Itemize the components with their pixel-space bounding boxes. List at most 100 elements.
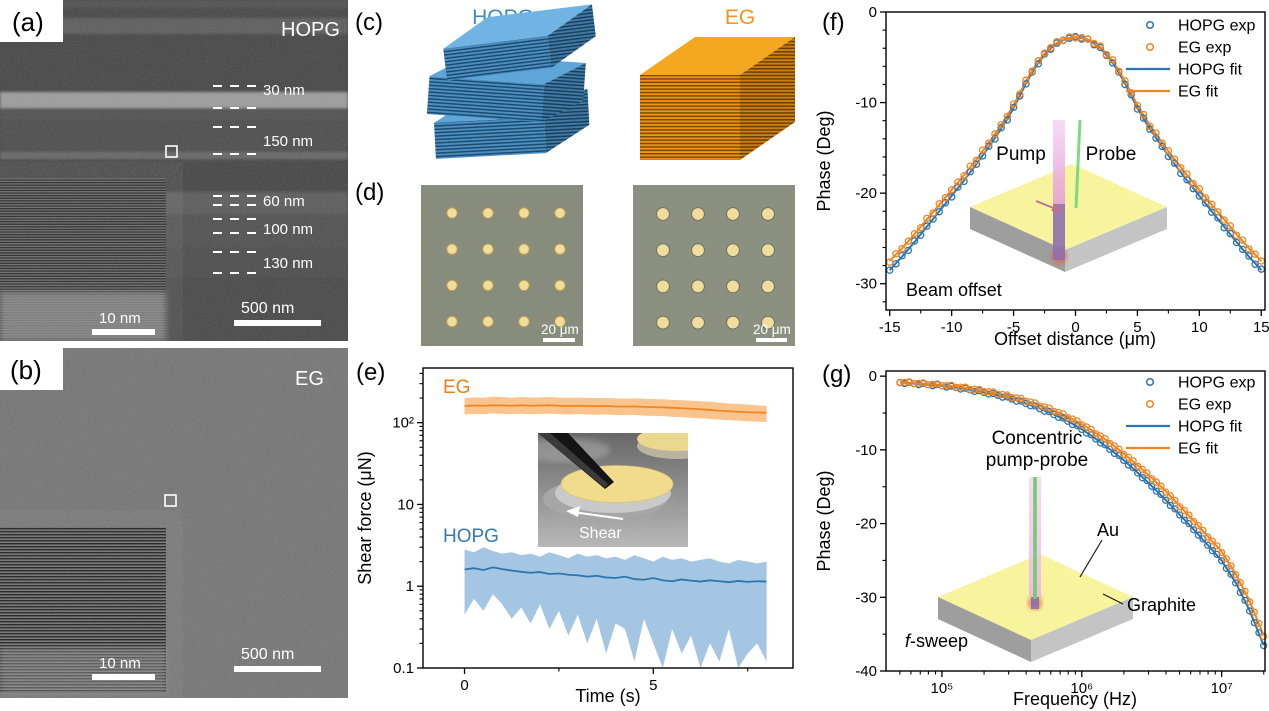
background-disc-gold (637, 433, 688, 451)
hopg-stack-illustration (426, 4, 596, 159)
svg-text:5: 5 (649, 677, 657, 694)
f-x-axis-title: Offset distance (μm) (994, 329, 1156, 349)
axes: -15 -10 -5 0 5 10 15 0 -10 -20 -30 (855, 4, 1269, 336)
inset-a-scalebar (92, 329, 155, 335)
axes: 10⁵ 10⁶ 10⁷ 0 -10 -20 -30 -40 (855, 368, 1266, 697)
e-y-axis-title: Shear force (μN) (355, 451, 375, 584)
inset-g-title-line1: Concentric (992, 428, 1083, 449)
e-x-axis-title: Time (s) (575, 686, 640, 706)
eg-fit-line (899, 381, 1265, 636)
inset-b-noise (0, 527, 166, 693)
svg-text:-15: -15 (879, 319, 901, 336)
panel-b-sem-image: 10 nm EG 500 nm (b) (0, 348, 348, 698)
scalebar-d-right-label: 20 μm (753, 322, 791, 337)
svg-text:10: 10 (1191, 319, 1208, 336)
panel-g-label: (g) (822, 361, 851, 388)
thickness-label-100nm: 100 nm (263, 221, 313, 238)
inset-a-scalebar-label: 10 nm (99, 310, 141, 327)
thickness-label-130nm: 130 nm (263, 255, 313, 272)
svg-text:0: 0 (869, 4, 877, 21)
thickness-label-150nm: 150 nm (263, 133, 313, 150)
shear-experiment-inset: Shear (538, 433, 688, 547)
svg-text:0: 0 (460, 677, 468, 694)
slab-left-face-g (938, 597, 1031, 662)
panel-a-label: (a) (12, 7, 44, 37)
gold-slab-top (970, 164, 1167, 250)
svg-text:15: 15 (1253, 319, 1269, 336)
svg-text:10: 10 (397, 496, 414, 513)
svg-text:HOPG fit: HOPG fit (1178, 419, 1243, 436)
svg-text:0.1: 0.1 (393, 660, 414, 677)
svg-text:-5: -5 (1007, 319, 1020, 336)
svg-text:10²: 10² (392, 415, 414, 432)
probe-beam (1074, 119, 1082, 209)
panel-a-sem-image: 10 nm 30 nm 150 nm 60 nm 100 nm 130 nm H… (0, 0, 348, 341)
material-label-a: HOPG (281, 19, 340, 41)
svg-text:-20: -20 (855, 185, 877, 202)
svg-text:EG fit: EG fit (1178, 84, 1219, 101)
svg-text:-10: -10 (855, 442, 877, 459)
hopg-series (464, 547, 767, 668)
svg-text:5: 5 (1133, 319, 1141, 336)
probe-needle-highlight (538, 433, 608, 488)
scalebar-a-label: 500 nm (241, 300, 294, 317)
offset-arrow-head (1051, 203, 1062, 212)
inset-b-scalebar-label: 10 nm (99, 655, 141, 672)
eg-exp-markers (896, 378, 1268, 641)
eg-series (464, 396, 767, 422)
panel-f-offset-chart: (f) -15 -10 -5 0 5 10 15 0 -10 -20 -30 HOPG exp EG e… (814, 4, 1269, 349)
svg-text:EG fit: EG fit (1178, 441, 1219, 458)
gold-dot-array-left (446, 207, 566, 328)
eg-block-illustration (640, 37, 795, 160)
scalebar-a (234, 320, 321, 326)
thickness-dashed-lines (213, 85, 257, 274)
svg-text:HOPG exp: HOPG exp (1178, 18, 1255, 35)
shear-arrow-head (566, 506, 580, 517)
graphite-label: Graphite (1127, 595, 1196, 615)
panel-c-schematics: (c) HOPG EG (355, 4, 795, 160)
f-y-axis-title: Phase (Deg) (814, 110, 834, 211)
panel-f-label: (f) (822, 9, 845, 36)
eg-series-label: EG (443, 377, 470, 398)
svg-text:-10: -10 (941, 319, 963, 336)
slab-left-face (970, 207, 1065, 272)
svg-text:-10: -10 (855, 95, 877, 112)
svg-text:10⁵: 10⁵ (930, 680, 953, 697)
shear-arrow-line (572, 511, 624, 520)
svg-text:10⁶: 10⁶ (1070, 680, 1093, 697)
scalebar-d-right (756, 338, 787, 342)
panel-e-shear-chart: (e) 0 5 0.1 1 10 10² EG HOPG Time (s) Shear f… (355, 359, 794, 706)
svg-text:0: 0 (1071, 319, 1079, 336)
g-corner-label: f-sweep (905, 631, 968, 651)
slab-right-face-g (1031, 597, 1133, 662)
thickness-label-30nm: 30 nm (263, 82, 305, 99)
gold-dot-array-right (656, 207, 775, 330)
hopg-series-label: HOPG (443, 526, 499, 547)
axes: 0 5 0.1 1 10 10² (392, 367, 794, 694)
panel-a-label-box (0, 0, 63, 42)
scalebar-d-left (543, 338, 575, 342)
au-pointer-line (1079, 539, 1103, 578)
thickness-labels: 30 nm 150 nm 60 nm 100 nm 130 nm (263, 82, 313, 272)
svg-text:10⁷: 10⁷ (1211, 680, 1233, 697)
gold-disc-top (560, 465, 674, 503)
svg-text:EG exp: EG exp (1178, 397, 1231, 414)
scalebar-b (234, 666, 321, 672)
pump-probe-offset-inset: Pump Probe (970, 119, 1167, 272)
eg-exp-markers (885, 33, 1266, 266)
eg-fit-line (888, 36, 1263, 262)
svg-text:-20: -20 (855, 516, 877, 533)
legend: HOPG exp EG exp HOPG fit EG fit (1126, 375, 1255, 458)
scalebar-b-label: 500 nm (241, 646, 294, 663)
material-label-b: EG (295, 368, 324, 390)
inset-g-title-line2: pump-probe (986, 450, 1088, 471)
inset-a-noise (0, 178, 166, 341)
scalebar-d-left-label: 20 μm (541, 322, 579, 337)
g-x-axis-title: Frequency (Hz) (1013, 689, 1137, 709)
f-corner-label: Beam offset (906, 280, 1002, 300)
svg-text:-30: -30 (855, 589, 877, 606)
panel-e-label: (e) (356, 359, 385, 386)
roi-square-marker-b (164, 494, 177, 507)
